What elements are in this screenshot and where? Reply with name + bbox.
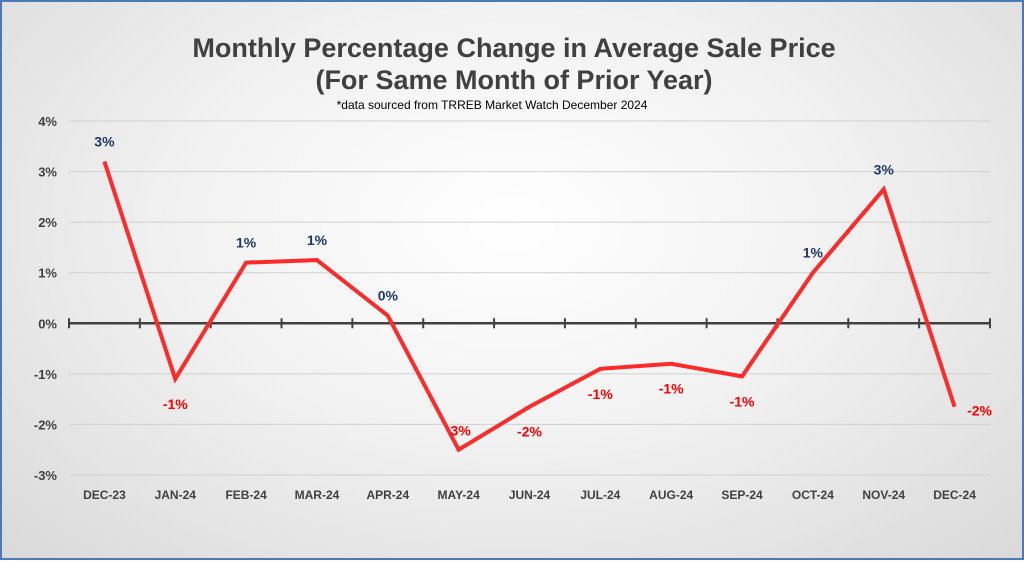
- data-label: -1%: [659, 381, 684, 397]
- y-tick-label: -3%: [34, 468, 58, 483]
- x-tick-label: MAR-24: [295, 488, 340, 502]
- data-label: 1%: [307, 232, 328, 248]
- x-axis-ticks: DEC-23 JAN-24 FEB-24 MAR-24 APR-24 MAY-24 JUN-…: [83, 488, 976, 502]
- x-axis: [68, 318, 991, 329]
- y-tick-label: 0%: [38, 316, 57, 331]
- data-label: -1%: [163, 396, 188, 412]
- x-tick-label: JUL-24: [580, 488, 620, 502]
- chart-title-line1: Monthly Percentage Change in Average Sal…: [192, 33, 835, 63]
- x-tick-label: JAN-24: [155, 488, 197, 502]
- y-tick-label: -1%: [34, 367, 58, 382]
- x-tick-label: OCT-24: [792, 488, 834, 502]
- data-label: 0%: [378, 288, 399, 304]
- chart-title-line2: (For Same Month of Prior Year): [315, 65, 712, 95]
- data-label: -1%: [588, 386, 613, 402]
- data-label: 3%: [451, 423, 472, 439]
- y-tick-label: 1%: [38, 266, 57, 281]
- x-tick-label: AUG-24: [649, 488, 693, 502]
- x-tick-label: MAY-24: [438, 488, 481, 502]
- x-tick-label: DEC-24: [933, 488, 976, 502]
- series-layer: [102, 160, 957, 453]
- x-tick-label: APR-24: [366, 488, 409, 502]
- y-tick-label: 3%: [38, 165, 57, 180]
- y-axis-ticks: 4% 3% 2% 1% 0% -1% -2% -3%: [34, 114, 58, 483]
- x-tick-label: SEP-24: [721, 488, 763, 502]
- y-tick-label: -2%: [34, 417, 58, 432]
- data-label: -2%: [967, 403, 992, 419]
- chart-source-note: *data sourced from TRREB Market Watch De…: [337, 98, 648, 112]
- data-label: 1%: [803, 245, 824, 261]
- data-label: 3%: [874, 161, 895, 177]
- x-tick-label: JUN-24: [509, 488, 551, 502]
- series-line: [102, 160, 957, 453]
- y-tick-label: 4%: [38, 114, 57, 129]
- data-labels: 3% -1% 1% 1% 0% 3% -2% -1% -1% -1% 1% 3% -2%: [94, 133, 992, 439]
- data-label: -2%: [517, 424, 542, 440]
- x-tick-label: DEC-23: [83, 488, 126, 502]
- data-label: 1%: [236, 235, 257, 251]
- gridlines: [69, 120, 990, 476]
- data-label: -1%: [730, 393, 755, 409]
- x-tick-label: FEB-24: [225, 488, 267, 502]
- data-label: 3%: [94, 133, 115, 149]
- y-tick-label: 2%: [38, 215, 57, 230]
- x-tick-label: NOV-24: [862, 488, 905, 502]
